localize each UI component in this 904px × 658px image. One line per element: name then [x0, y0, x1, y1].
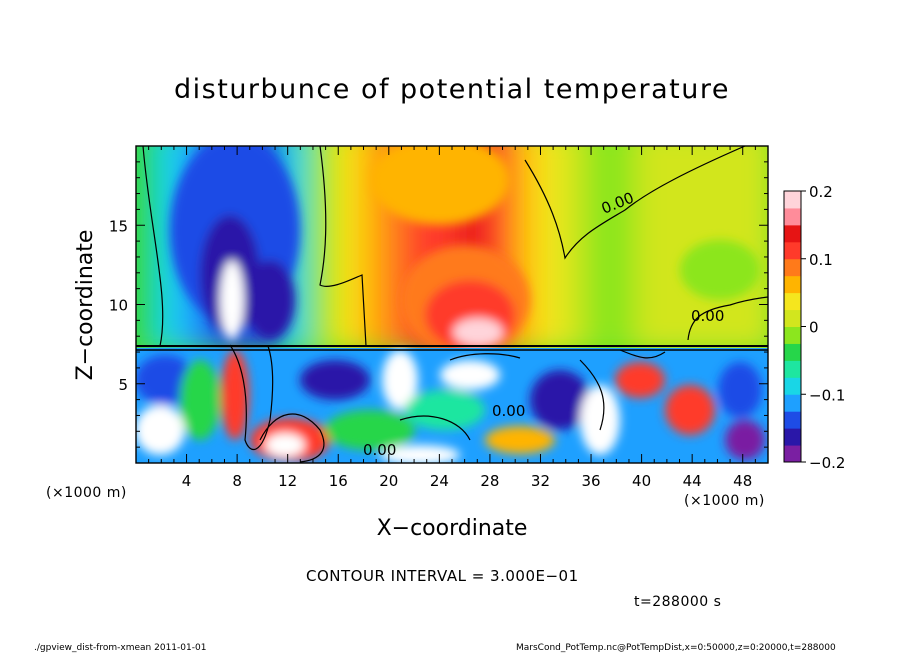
colorbar-swatch — [784, 275, 801, 294]
y-axis-title: Z−coordinate — [73, 230, 98, 381]
x-tick-label: 20 — [379, 472, 398, 490]
x-axis-title: X−coordinate — [377, 516, 528, 541]
x-tick-label: 32 — [531, 472, 550, 490]
colorbar-tick-label: 0.2 — [809, 183, 833, 201]
colorbar-swatch — [784, 428, 801, 446]
upper-field-features — [170, 146, 760, 355]
colorbar-tick-label: 0 — [809, 319, 819, 337]
contour-interval-label: CONTOUR INTERVAL = 3.000E−01 — [306, 567, 579, 585]
colorbar-swatch — [784, 191, 801, 209]
x-unit-right: (×1000 m) — [684, 493, 765, 509]
x-tick-label: 28 — [480, 472, 499, 490]
footer-right-text: MarsCond_PotTemp.nc@PotTempDist,x=0:5000… — [516, 643, 836, 653]
colorbar-tick-label: −0.1 — [809, 386, 845, 404]
x-tick-label: 8 — [232, 472, 242, 490]
colorbar-swatch — [784, 394, 801, 412]
x-tick-label: 4 — [182, 472, 192, 490]
colorbar — [783, 190, 802, 463]
plot-field — [136, 146, 768, 463]
colorbar-swatch — [784, 224, 801, 243]
colorbar-tick-label: −0.2 — [809, 454, 845, 472]
y-axis: 5 10 15 — [109, 161, 768, 448]
x-axis: 4 8 12 16 20 24 28 32 36 40 44 48 — [148, 146, 756, 490]
x-tick-label: 24 — [430, 472, 449, 490]
footer-left-text: ./gpview_dist-from-xmean 2011-01-01 — [34, 643, 207, 653]
x-tick-label: 44 — [683, 472, 702, 490]
y-tick-label: 15 — [109, 217, 128, 235]
x-unit-left: (×1000 m) — [46, 485, 127, 501]
x-tick-label: 12 — [278, 472, 297, 490]
colorbar-swatch — [784, 343, 801, 361]
colorbar-tick-label: 0.1 — [809, 251, 833, 269]
contour-label: 0.00 — [363, 441, 396, 459]
time-label: t=288000 s — [634, 594, 722, 610]
colorbar-swatch — [784, 411, 801, 429]
colorbar-swatch — [784, 258, 801, 277]
colorbar-swatch — [784, 445, 801, 463]
x-tick-label: 40 — [632, 472, 651, 490]
contour-label: 0.00 — [492, 402, 525, 420]
x-tick-label: 48 — [733, 472, 752, 490]
colorbar-swatch — [784, 207, 801, 226]
colorbar-ticks: 0.2 0.1 0 −0.1 −0.2 — [801, 183, 845, 472]
y-tick-label: 5 — [118, 376, 128, 394]
colorbar-swatch — [784, 292, 801, 311]
contour-label: 0.00 — [691, 307, 724, 325]
x-tick-label: 36 — [581, 472, 600, 490]
colorbar-swatch — [784, 377, 801, 395]
lower-band-layer — [136, 348, 768, 463]
x-tick-label: 16 — [329, 472, 348, 490]
y-tick-label: 10 — [109, 297, 128, 315]
contour-lines — [136, 146, 768, 463]
colorbar-swatch — [784, 360, 801, 378]
colorbar-swatch — [784, 241, 801, 260]
chart-title: disturbunce of potential temperature — [174, 74, 730, 105]
colorbar-swatch — [784, 309, 801, 327]
colorbar-swatch — [784, 326, 801, 344]
